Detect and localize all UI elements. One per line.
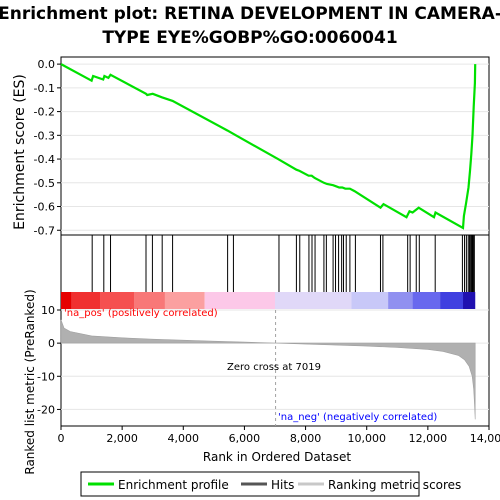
legend-ranking-label: Ranking metric scores bbox=[328, 478, 461, 492]
heatmap-band bbox=[100, 292, 135, 309]
x-tick-label: 14,000 bbox=[470, 432, 500, 445]
x-tick-label: 10,000 bbox=[347, 432, 386, 445]
metric-y-tick-label: 0 bbox=[48, 337, 55, 350]
rank-heatmap bbox=[61, 292, 476, 309]
enrichment-profile-line bbox=[60, 63, 477, 230]
x-tick-label: 2,000 bbox=[106, 432, 138, 445]
es-y-tick-label: -0.5 bbox=[34, 177, 55, 190]
metric-y-tick-label: -10 bbox=[37, 370, 55, 383]
metric-y-tick-label: -20 bbox=[37, 403, 55, 416]
heatmap-band bbox=[275, 292, 352, 309]
heatmap-band bbox=[61, 292, 72, 309]
heatmap-band bbox=[440, 292, 464, 309]
es-series bbox=[60, 63, 477, 230]
metric-y-ticks: 10 0 -10 -20 bbox=[37, 304, 61, 416]
heatmap-band bbox=[204, 292, 275, 309]
x-ticks: 0 2,000 4,000 6,000 8,000 10,000 12,000 14,000 bbox=[58, 426, 500, 445]
es-y-tick-label: -0.2 bbox=[34, 106, 55, 119]
chart-title-line-1: Enrichment plot: RETINA DEVELOPMENT IN C… bbox=[0, 4, 500, 24]
es-y-tick-label: -0.7 bbox=[34, 224, 55, 237]
hit-marks bbox=[91, 235, 475, 292]
es-y-tick-label: -0.6 bbox=[34, 201, 55, 214]
heatmap-band bbox=[388, 292, 413, 309]
es-y-tick-label: -0.3 bbox=[34, 129, 55, 142]
x-tick-label: 6,000 bbox=[229, 432, 261, 445]
x-tick-label: 8,000 bbox=[290, 432, 322, 445]
x-tick-label: 4,000 bbox=[168, 432, 200, 445]
es-y-tick-label: 0.0 bbox=[38, 58, 56, 71]
heatmap-band bbox=[71, 292, 101, 309]
x-tick-label: 0 bbox=[58, 432, 65, 445]
metric-y-tick-label: 10 bbox=[41, 304, 55, 317]
chart-title-line-2: TYPE EYE%GOBP%GO:0060041 bbox=[102, 28, 397, 48]
metric-series bbox=[60, 319, 476, 420]
x-tick-label: 12,000 bbox=[409, 432, 448, 445]
positive-label: 'na_pos' (positively correlated) bbox=[64, 308, 218, 319]
es-y-tick-label: -0.1 bbox=[34, 82, 55, 95]
metric-y-axis-label: Ranked list metric (PreRanked) bbox=[23, 289, 37, 474]
es-grid bbox=[61, 63, 489, 231]
negative-label: 'na_neg' (negatively correlated) bbox=[278, 412, 437, 423]
zero-cross-label: Zero cross at 7019 bbox=[227, 362, 321, 373]
heatmap-band bbox=[134, 292, 165, 309]
heatmap-band bbox=[164, 292, 205, 309]
es-y-axis-label: Enrichment score (ES) bbox=[12, 74, 28, 230]
heatmap-band bbox=[351, 292, 389, 309]
es-y-tick-label: -0.4 bbox=[34, 153, 55, 166]
ranking-metric-area bbox=[60, 319, 476, 420]
legend-hits-label: Hits bbox=[271, 478, 294, 492]
es-y-ticks: 0.0 -0.1 -0.2 -0.3 -0.4 -0.5 -0.6 -0.7 bbox=[34, 58, 61, 237]
heatmap-band bbox=[463, 292, 476, 309]
heatmap-band bbox=[412, 292, 441, 309]
legend-enrichment-label: Enrichment profile bbox=[118, 478, 229, 492]
x-axis-label: Rank in Ordered Dataset bbox=[203, 450, 351, 464]
